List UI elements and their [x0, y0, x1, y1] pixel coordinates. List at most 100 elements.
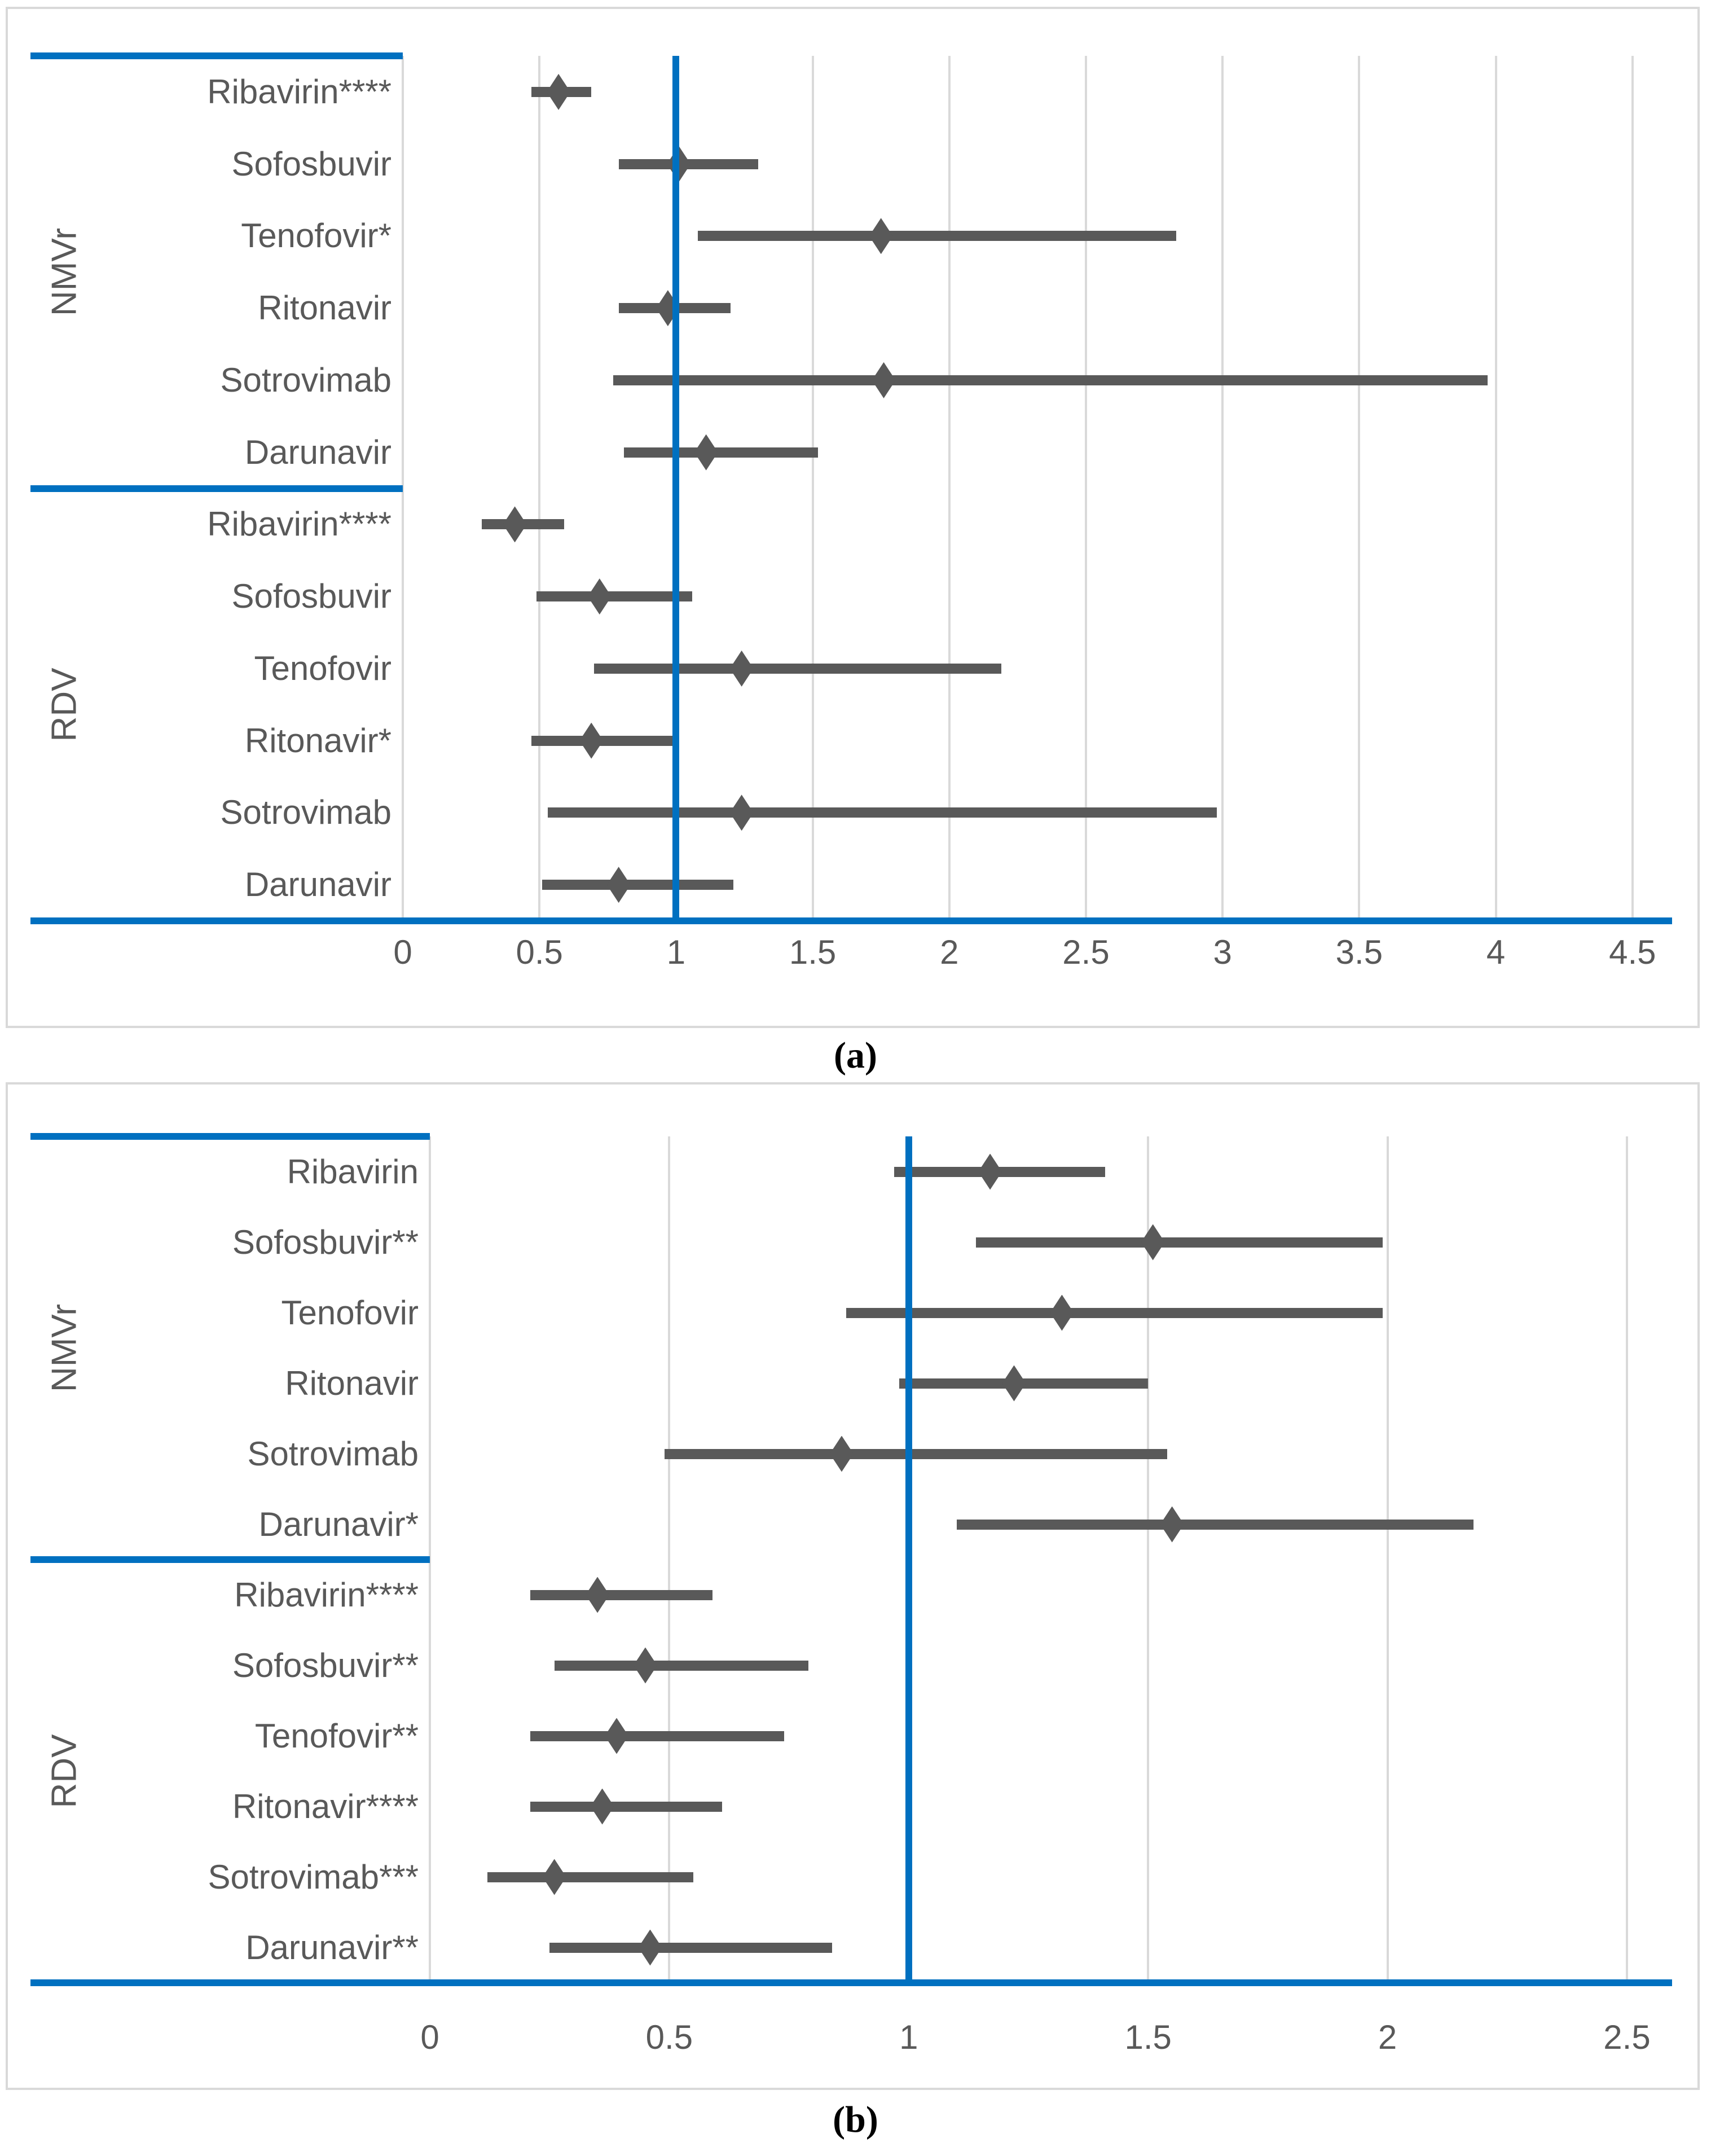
- x-tick-label: 4.5: [1609, 933, 1656, 971]
- point-estimate-diamond: [1050, 1294, 1074, 1331]
- point-estimate-diamond: [606, 867, 631, 903]
- x-tick-label: 3.5: [1335, 933, 1383, 971]
- gridline: [668, 1136, 671, 1983]
- gridline: [402, 56, 404, 921]
- gridline: [811, 56, 814, 921]
- point-estimate-diamond: [605, 1718, 629, 1754]
- point-estimate-diamond: [542, 1859, 566, 1895]
- category-label: Ritonavir: [258, 289, 392, 327]
- confidence-interval-bar: [554, 1660, 808, 1671]
- x-tick-label: 0.5: [645, 2018, 693, 2056]
- gridline: [1386, 1136, 1389, 1983]
- category-label: Tenofovir: [281, 1293, 419, 1332]
- caption-a: (a): [834, 1035, 877, 1076]
- confidence-interval-bar: [846, 1307, 1383, 1318]
- category-label: Sofosbuvir: [231, 144, 392, 183]
- confidence-interval-bar: [531, 735, 676, 746]
- category-label: Tenofovir: [254, 649, 392, 687]
- category-label: Sotrovimab: [220, 793, 392, 832]
- category-label: Ritonavir****: [232, 1787, 419, 1825]
- forest-plot-panel-a: 0 0.5 1 1.5 2 2.5 3 3.5 4 4.5 Ribavirin**** Sofosbu…: [6, 7, 1700, 1028]
- confidence-interval-bar: [624, 447, 819, 458]
- x-tick-label: 2.5: [1603, 2018, 1651, 2056]
- category-label: Ritonavir*: [244, 721, 392, 759]
- point-estimate-diamond: [590, 1788, 614, 1825]
- category-label: Sofosbuvir**: [232, 1223, 419, 1261]
- category-label: Ribavirin****: [234, 1575, 419, 1614]
- point-estimate-diamond: [872, 362, 896, 398]
- caption-b: (b): [833, 2099, 878, 2140]
- category-label: Darunavir: [244, 433, 392, 471]
- reference-line: [672, 56, 680, 921]
- confidence-interval-bar: [594, 663, 1001, 674]
- gridline: [1631, 56, 1634, 921]
- point-estimate-diamond: [978, 1153, 1002, 1190]
- category-label: Ribavirin****: [207, 505, 392, 543]
- x-tick-label: 0: [420, 2018, 439, 2056]
- x-tick-label: 2.5: [1062, 933, 1110, 971]
- category-label: Sofosbuvir: [231, 577, 392, 616]
- category-label: Sofosbuvir**: [232, 1646, 419, 1684]
- x-tick-label: 1: [666, 933, 686, 971]
- gridline: [948, 56, 951, 921]
- category-label: Darunavir: [244, 866, 392, 904]
- confidence-interval-bar: [613, 375, 1488, 385]
- point-estimate-diamond: [729, 650, 754, 687]
- category-label: Darunavir*: [258, 1505, 419, 1543]
- gridline: [1085, 56, 1087, 921]
- point-estimate-diamond: [694, 434, 718, 471]
- point-estimate-diamond: [586, 1577, 610, 1613]
- category-label: Ribavirin: [287, 1152, 419, 1191]
- x-tick-label: 1.5: [1124, 2018, 1172, 2056]
- confidence-interval-bar: [975, 1237, 1383, 1248]
- confidence-interval-bar: [530, 1801, 722, 1812]
- group-label-rdv: RDV: [45, 1734, 84, 1808]
- gridline: [1494, 56, 1497, 921]
- group-label-nmvr: NMVr: [45, 228, 84, 317]
- x-tick-label: 1.5: [789, 933, 837, 971]
- point-estimate-diamond: [633, 1647, 657, 1684]
- point-estimate-diamond: [729, 794, 754, 831]
- reference-line: [905, 1136, 912, 1983]
- group-divider-line: [30, 1556, 430, 1563]
- confidence-interval-bar: [956, 1519, 1474, 1530]
- point-estimate-diamond: [638, 1929, 662, 1966]
- category-label: Sotrovimab: [247, 1434, 419, 1473]
- confidence-interval-bar: [487, 1872, 693, 1882]
- confidence-interval-bar: [664, 1448, 1168, 1459]
- gridline: [538, 56, 541, 921]
- group-divider-line: [30, 485, 403, 492]
- confidence-interval-bar: [530, 1731, 785, 1741]
- x-tick-label: 3: [1213, 933, 1232, 971]
- point-estimate-diamond: [547, 73, 571, 110]
- category-label: Sotrovimab***: [208, 1858, 419, 1896]
- category-label: Ritonavir: [285, 1364, 419, 1402]
- point-estimate-diamond: [1002, 1365, 1026, 1402]
- x-axis-line: [30, 1979, 1672, 1986]
- category-label: Tenofovir*: [241, 217, 392, 255]
- category-label: Sotrovimab: [220, 361, 392, 399]
- group-label-nmvr: NMVr: [45, 1303, 84, 1393]
- gridline: [1221, 56, 1224, 921]
- confidence-interval-bar: [530, 1589, 712, 1600]
- forest-plot-panel-b: 0 0.5 1 1.5 2 2.5 Ribavirin Sofosbuvir** Tenofov…: [6, 1082, 1700, 2090]
- x-tick-label: 0: [393, 933, 412, 971]
- category-label: Ribavirin****: [207, 72, 392, 111]
- confidence-interval-bar: [547, 807, 1217, 818]
- group-divider-line: [30, 1133, 430, 1140]
- confidence-interval-bar: [542, 880, 734, 890]
- gridline: [1626, 1136, 1628, 1983]
- group-label-rdv: RDV: [45, 668, 84, 742]
- confidence-interval-bar: [536, 591, 693, 602]
- gridline: [429, 1136, 431, 1983]
- point-estimate-diamond: [869, 218, 893, 254]
- x-tick-label: 2: [1378, 2018, 1397, 2056]
- gridline: [1147, 1136, 1150, 1983]
- x-tick-label: 0.5: [516, 933, 563, 971]
- confidence-interval-bar: [698, 231, 1176, 241]
- x-tick-label: 1: [899, 2018, 918, 2056]
- x-tick-label: 2: [940, 933, 959, 971]
- point-estimate-diamond: [829, 1435, 854, 1472]
- group-divider-line: [30, 52, 403, 59]
